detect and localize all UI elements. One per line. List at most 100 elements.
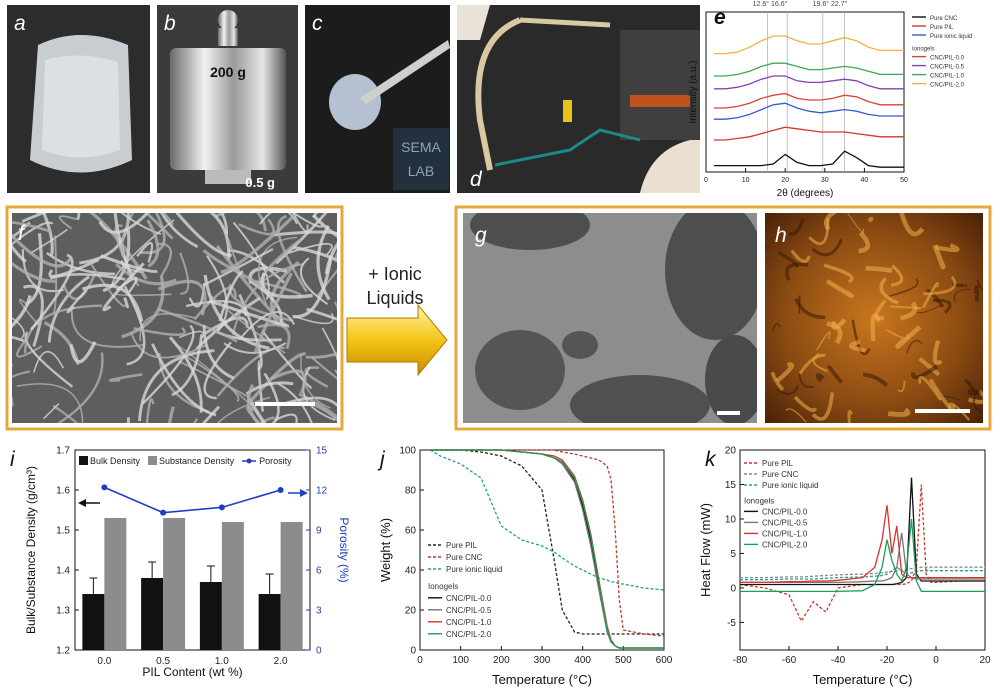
bar <box>259 594 281 650</box>
legend-label: CNC/PIL-1.0 <box>446 618 492 627</box>
series-line <box>714 36 904 54</box>
streak <box>866 268 893 270</box>
arrow-text: + Ionic <box>368 264 422 284</box>
legend-label: CNC/PIL-2.0 <box>762 540 808 549</box>
legend-label: CNC/PIL-0.0 <box>762 507 808 516</box>
y-tick-label: 1.4 <box>56 566 70 577</box>
fiber <box>336 202 357 259</box>
panel-label: a <box>14 12 26 35</box>
legend-label: Pure ionic liquid <box>930 34 972 40</box>
legend-label: Porosity <box>259 456 292 466</box>
legend-label: Bulk Density <box>90 456 141 466</box>
y2-tick-label: 3 <box>316 606 322 617</box>
legend-label: Pure ionic liquid <box>762 481 818 490</box>
legend-heading: Ionogels <box>912 47 935 53</box>
arrow <box>347 305 447 375</box>
y-axis-label: Heat Flow (mW) <box>698 503 713 597</box>
series-line <box>104 487 280 512</box>
annotation: 19.6° 22.7° <box>813 0 848 8</box>
y-tick-label: 100 <box>399 446 416 457</box>
weight-label: 200 g <box>210 64 246 80</box>
y-axis-label: Weight (%) <box>378 518 393 582</box>
weight-knob <box>218 10 238 30</box>
legend-label: Pure CNC <box>446 553 483 562</box>
bar <box>281 522 303 650</box>
x-tick-label: 50 <box>900 177 908 184</box>
x-tick-label: -60 <box>782 655 797 666</box>
x-axis-label: 2θ (degrees) <box>777 188 834 199</box>
x-axis-label: PIL Content (wt %) <box>142 665 242 679</box>
x-tick-label: 0 <box>704 177 708 184</box>
gel-highlight <box>42 55 120 157</box>
x-tick-label: 2.0 <box>274 656 288 667</box>
y-tick-label: 10 <box>725 514 737 525</box>
legend-label: Pure PIL <box>446 541 478 550</box>
bar <box>163 518 185 650</box>
series-line <box>714 94 904 108</box>
domain <box>475 330 565 410</box>
film <box>329 74 381 130</box>
series-line <box>714 76 904 89</box>
bar <box>222 522 244 650</box>
legend-swatch <box>79 456 88 465</box>
legend-label: CNC/PIL-0.5 <box>762 518 808 527</box>
legend-label: Pure CNC <box>762 470 799 479</box>
y-tick-label: 1.7 <box>56 446 70 457</box>
x-tick-label: -20 <box>880 655 895 666</box>
y2-tick-label: 15 <box>316 446 328 457</box>
x-tick-label: 0 <box>417 655 423 666</box>
legend-label: CNC/PIL-1.0 <box>762 529 808 538</box>
panel-label: g <box>475 224 487 247</box>
y-axis-label: Intensity (a.u.) <box>688 60 699 123</box>
series-line <box>740 485 985 622</box>
y-tick-label: 60 <box>405 526 417 537</box>
legend-label: CNC/PIL-1.0 <box>930 74 965 80</box>
panel-label: d <box>470 168 483 191</box>
domain <box>562 331 598 359</box>
device-strip <box>630 95 690 107</box>
y-tick-label: 1.3 <box>56 606 70 617</box>
x-tick-label: 20 <box>979 655 991 666</box>
series-line <box>714 63 904 76</box>
legend-label: CNC/PIL-0.0 <box>930 56 965 62</box>
x-tick-label: 30 <box>821 177 829 184</box>
bar <box>200 582 222 650</box>
x-tick-label: 10 <box>742 177 750 184</box>
streak <box>869 219 872 221</box>
legend-swatch <box>148 456 157 465</box>
y-tick-label: 20 <box>405 606 417 617</box>
photo-c: SEMA LAB <box>305 5 450 193</box>
y-tick-label: 15 <box>725 480 737 491</box>
legend-label: CNC/PIL-2.0 <box>930 83 965 89</box>
legend-heading: Ionogels <box>744 496 774 505</box>
panel-label: j <box>377 448 386 471</box>
legend-label: CNC/PIL-0.5 <box>446 606 492 615</box>
panel-label: e <box>714 6 726 29</box>
logo-text: SEMA <box>401 139 441 155</box>
legend-label: Pure PIL <box>762 459 794 468</box>
x-tick-label: -40 <box>831 655 846 666</box>
x-axis-label: Temperature (°C) <box>492 672 592 687</box>
photo-a <box>7 5 150 193</box>
x-tick-label: -80 <box>733 655 748 666</box>
y2-tick-label: 9 <box>316 526 322 537</box>
y-tick-label: 80 <box>405 486 417 497</box>
logo-box <box>393 128 449 190</box>
y-tick-label: 1.6 <box>56 486 70 497</box>
bar <box>82 594 104 650</box>
legend-label: Pure CNC <box>930 16 958 22</box>
panel-label: k <box>705 448 717 471</box>
y2-axis-label: Porosity (%) <box>337 517 351 582</box>
y-tick-label: 5 <box>730 549 736 560</box>
clip <box>563 100 572 122</box>
y-tick-label: 1.5 <box>56 526 70 537</box>
legend-label: Substance Density <box>159 456 235 466</box>
panel-label: h <box>775 224 787 247</box>
y2-tick-label: 0 <box>316 646 322 657</box>
panel-label: b <box>164 12 176 35</box>
y-tick-label: 1.2 <box>56 646 70 657</box>
y-tick-label: 0 <box>410 646 416 657</box>
plot-frame <box>706 12 904 172</box>
legend-label: Pure PIL <box>930 25 954 31</box>
